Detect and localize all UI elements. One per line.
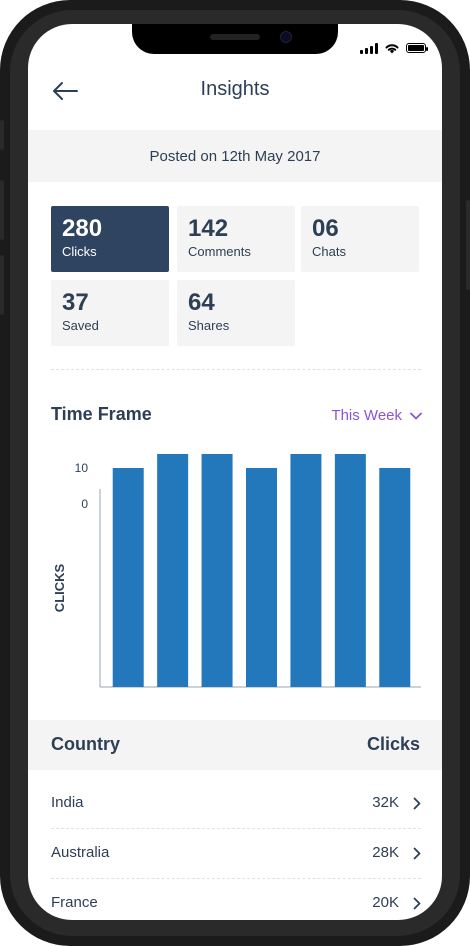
status-bar [360, 42, 428, 54]
speaker [210, 34, 260, 40]
stat-label: Shares [188, 318, 230, 333]
country-row-australia[interactable]: Australia 28K [51, 830, 421, 879]
stat-card-clicks[interactable]: 280 Clicks [51, 206, 169, 272]
battery-icon [406, 43, 428, 53]
stat-label: Chats [312, 244, 346, 259]
stat-value: 37 [62, 289, 89, 316]
camera [280, 31, 292, 43]
bar-mon [157, 454, 189, 687]
notch [132, 24, 338, 54]
country-column-header: Country [51, 734, 120, 754]
country-name: India [51, 794, 84, 811]
y-tick-label: 10 [75, 461, 89, 475]
posted-date: Posted on 12th May 2017 [28, 130, 442, 182]
stat-card-chats[interactable]: 06 Chats [301, 206, 419, 272]
stat-label: Comments [188, 244, 251, 259]
chevron-down-icon [410, 412, 422, 419]
stat-value: 06 [312, 215, 339, 242]
stat-value: 64 [188, 289, 215, 316]
side-button [0, 255, 4, 315]
country-clicks: 28K [372, 844, 399, 861]
side-button [0, 120, 4, 150]
country-row-france[interactable]: France 20K [51, 880, 421, 920]
country-clicks: 20K [372, 894, 399, 911]
time-frame-dropdown[interactable]: This Week [331, 407, 422, 424]
clicks-column-header: Clicks [366, 734, 420, 754]
y-tick-label: 0 [81, 497, 88, 511]
bar-the [290, 454, 322, 687]
app-screen: Insights Posted on 12th May 2017 280 Cli… [28, 24, 442, 920]
time-frame-selected: This Week [331, 407, 402, 424]
time-frame-title: Time Frame [51, 404, 152, 424]
wifi-icon [385, 44, 399, 54]
clicks-bar-chart: 010255075100CLICKSSunMonTueWedTheFriSat [52, 454, 421, 688]
y-axis-label: CLICKS [52, 563, 67, 612]
bar-tue [201, 454, 233, 687]
chevron-right-icon [413, 797, 421, 810]
stat-label: Clicks [62, 244, 97, 259]
back-arrow-icon[interactable] [50, 76, 80, 106]
bar-fri [334, 454, 366, 687]
country-row-india[interactable]: India 32K [51, 780, 421, 829]
stat-card-comments[interactable]: 142 Comments [177, 206, 295, 272]
bar-sun [112, 468, 144, 687]
signal-icon [360, 42, 378, 54]
chevron-right-icon [413, 897, 421, 910]
bar-sat [379, 468, 411, 687]
stat-value: 142 [188, 215, 229, 242]
side-button [466, 200, 470, 290]
country-clicks: 32K [372, 794, 399, 811]
divider [51, 369, 421, 370]
country-name: Australia [51, 844, 110, 861]
bar-wed [246, 468, 277, 687]
chevron-right-icon [413, 847, 421, 860]
stat-label: Saved [62, 318, 99, 333]
page-title: Insights [200, 78, 270, 100]
stat-card-saved[interactable]: 37 Saved [51, 280, 169, 346]
side-button [0, 180, 4, 240]
country-name: France [51, 894, 98, 911]
stat-card-shares[interactable]: 64 Shares [177, 280, 295, 346]
country-table-header: Country Clicks [28, 720, 442, 770]
stat-value: 280 [62, 215, 103, 242]
